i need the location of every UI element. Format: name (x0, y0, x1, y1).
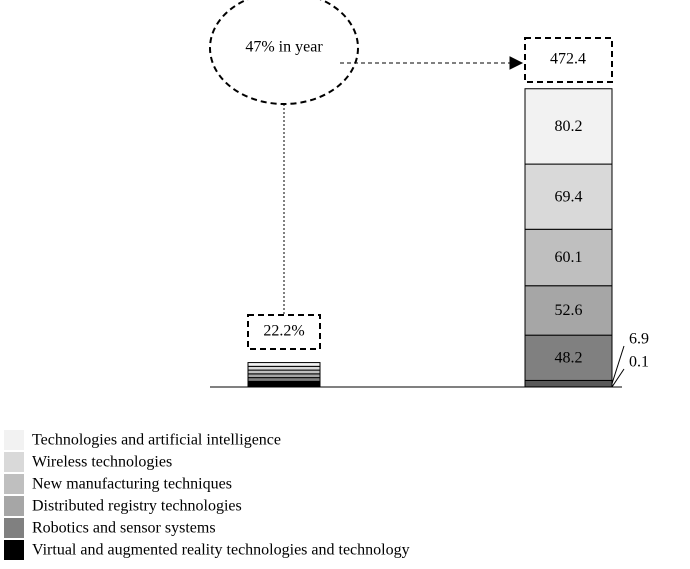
legend-swatch (4, 430, 24, 450)
bar-segment (248, 363, 320, 367)
legend-swatch (4, 474, 24, 494)
value-label: 80.2 (555, 118, 583, 135)
legend-label: Virtual and augmented reality technologi… (32, 542, 410, 559)
legend-label: Wireless technologies (32, 454, 172, 471)
annotation-text: 47% in year (245, 39, 323, 56)
value-label: 52.6 (555, 302, 583, 319)
legend-swatch (4, 496, 24, 516)
value-label: 60.1 (555, 249, 583, 266)
legend-swatch (4, 540, 24, 560)
annotation-text: 22.2% (263, 323, 304, 340)
value-label: 6.9 (629, 331, 649, 348)
bar-segment (248, 378, 320, 382)
bar-segment (248, 374, 320, 378)
bar-segment (248, 381, 320, 387)
legend-label: Robotics and sensor systems (32, 520, 216, 537)
annotation-text: 472.4 (550, 51, 586, 68)
legend-swatch (4, 518, 24, 538)
value-label: 48.2 (555, 349, 583, 366)
arrow-head (510, 57, 522, 69)
legend-label: Technologies and artificial intelligence (32, 432, 281, 449)
legend-label: Distributed registry technologies (32, 498, 242, 515)
legend-label: New manufacturing techniques (32, 476, 232, 493)
value-label: 0.1 (629, 354, 649, 371)
bar-segment (248, 370, 320, 374)
bar-segment (248, 366, 320, 370)
bar-segment (525, 380, 612, 386)
legend-swatch (4, 452, 24, 472)
value-label: 69.4 (555, 188, 583, 205)
